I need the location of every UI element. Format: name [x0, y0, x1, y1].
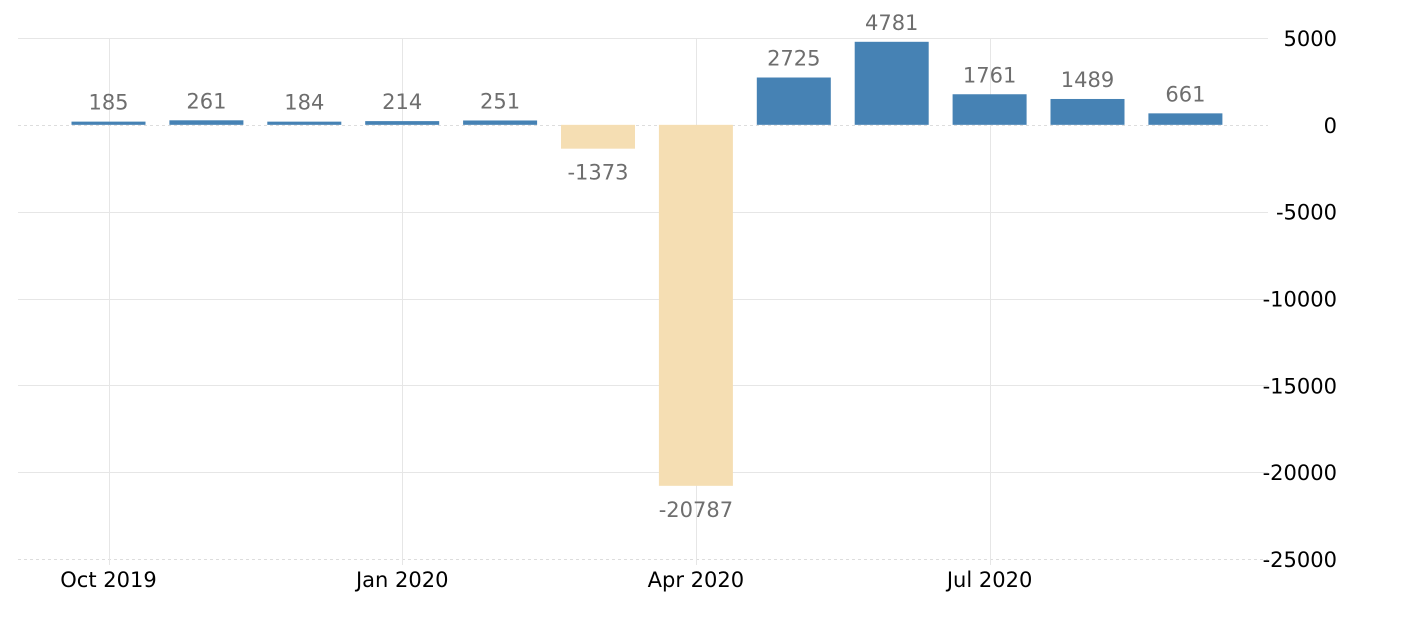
data-label: 2725: [767, 47, 820, 71]
y-tick-label: 0: [1324, 114, 1337, 138]
x-tick-label: Jul 2020: [945, 568, 1032, 592]
bar-oct-2019[interactable]: [71, 121, 146, 125]
bar-jan-2020[interactable]: [365, 121, 440, 125]
x-axis: Oct 2019 Jan 2020 Apr 2020 Jul 2020: [60, 568, 1032, 592]
y-tick-label: -10000: [1263, 288, 1337, 312]
grid-layer: [18, 38, 1268, 565]
x-tick-label: Apr 2020: [648, 568, 744, 592]
data-label: -20787: [659, 498, 733, 522]
bar-sep-2020[interactable]: [1148, 113, 1223, 125]
y-tick-label: -5000: [1276, 201, 1337, 225]
data-label: 4781: [865, 11, 918, 35]
y-tick-label: -25000: [1263, 548, 1337, 572]
data-labels-layer: 185 261 184 214 251 -1373 -20787 2725 4781 1761 14…: [88, 11, 1205, 522]
bar-apr-2020[interactable]: [658, 124, 733, 486]
bar-may-2020[interactable]: [756, 77, 831, 125]
x-tick-label: Oct 2019: [60, 568, 156, 592]
bar-jun-2020[interactable]: [854, 41, 929, 125]
bar-mar-2020[interactable]: [561, 124, 635, 149]
data-label: 214: [382, 90, 422, 114]
y-tick-label: -20000: [1263, 461, 1337, 485]
data-label: 1761: [963, 63, 1016, 87]
bar-feb-2020[interactable]: [463, 120, 538, 125]
data-label: 185: [88, 91, 128, 115]
data-label: -1373: [567, 161, 628, 185]
data-label: 184: [284, 91, 324, 115]
data-label: 251: [480, 89, 520, 113]
y-axis: 5000 0 -5000 -10000 -15000 -20000 -25000: [1263, 27, 1337, 572]
bar-nov-2019[interactable]: [169, 120, 244, 125]
data-label: 261: [186, 89, 226, 113]
bar-dec-2019[interactable]: [267, 121, 342, 125]
data-label: 1489: [1061, 68, 1114, 92]
bar-jul-2020[interactable]: [952, 94, 1027, 125]
x-tick-label: Jan 2020: [354, 568, 449, 592]
bars-layer: [71, 41, 1223, 486]
y-tick-label: -15000: [1263, 374, 1337, 398]
data-label: 661: [1165, 82, 1205, 106]
bar-aug-2020[interactable]: [1050, 98, 1125, 125]
y-tick-label: 5000: [1284, 27, 1337, 51]
